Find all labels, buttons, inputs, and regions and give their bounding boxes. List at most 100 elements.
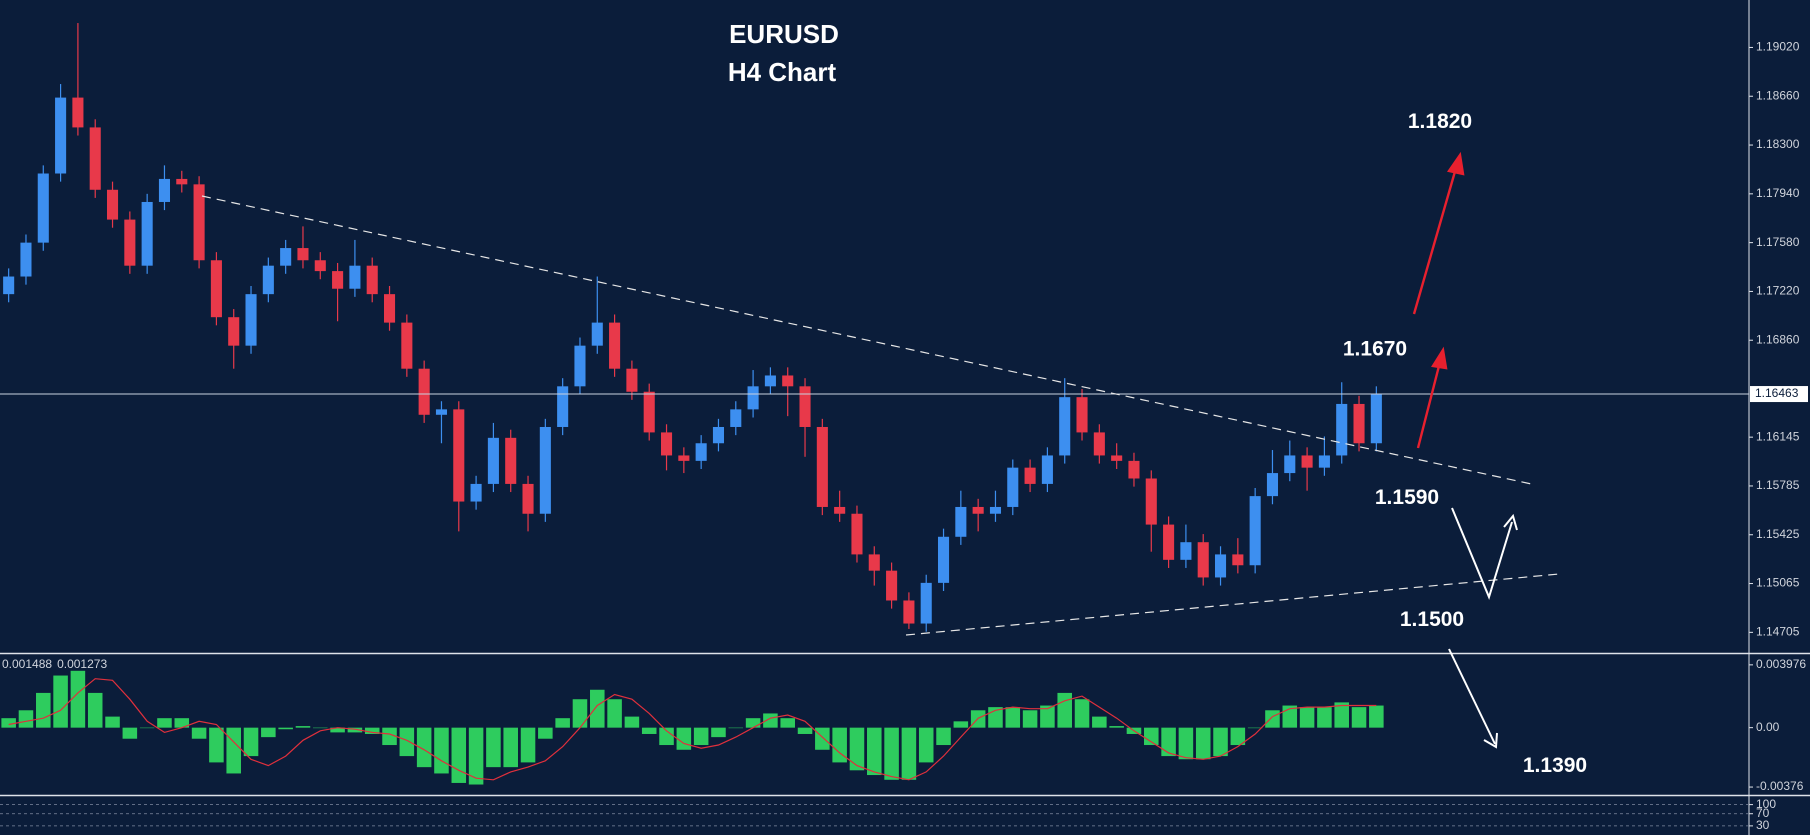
candle-body [574,345,586,387]
candle-body [609,322,621,369]
arrow-head [1483,732,1498,749]
macd-bar [1265,710,1280,728]
macd-bar [1,718,16,728]
macd-bar [70,670,86,728]
candle-body [245,294,257,346]
candle-body [591,322,603,346]
level-label: 1.1500 [1400,608,1464,631]
macd-bar [728,727,744,729]
macd-bar [1213,727,1228,757]
chart-title: EURUSD [729,19,839,49]
y-tick-label: 1.14705 [1756,625,1800,639]
arrow [1451,507,1513,600]
candle-body [141,201,153,266]
arrow [1416,361,1442,449]
candle-body [124,219,136,266]
candle-body [1145,478,1157,525]
candle-body [1197,542,1209,578]
macd-bar [953,721,969,728]
macd-bar [295,726,311,728]
y-tick-label: 1.15065 [1756,576,1800,590]
readout-value: 0.001488 [2,657,52,671]
macd-bar [815,727,830,750]
y-tick-label: 1.19020 [1756,40,1800,54]
candle-body [712,426,725,444]
signal-line [8,678,1377,781]
candle-body [1266,473,1279,497]
macd-bar [1092,716,1107,728]
macd-bar [451,727,467,783]
macd-bar [1334,702,1349,728]
y-tick-label: 1.18660 [1756,88,1800,102]
candles [3,23,1382,632]
y-tick-label: 1.16860 [1756,332,1800,346]
candle-body [470,483,482,502]
macd-bar [1144,727,1159,746]
macd-bar [555,718,570,728]
macd-bar [1351,707,1367,728]
candle-body [383,294,396,323]
macd-bar [832,727,847,763]
candle-body [366,265,378,295]
macd-bar [780,718,795,728]
readout-value: 0.001273 [57,657,107,671]
candle-body [1041,455,1053,484]
macd-bar [243,727,259,757]
macd-bar [711,727,726,738]
macd-bar [1299,707,1315,728]
macd-bar [226,727,241,774]
macd-bar [745,718,761,728]
macd-bar [901,727,917,780]
candle-body [678,455,690,461]
candle-body [3,276,15,295]
candle-body [937,536,950,583]
y-tick-label: 1.15785 [1756,478,1800,492]
candle-body [1284,455,1296,474]
candle-body [782,375,794,387]
arrow-head [1446,151,1465,176]
candle-body [297,248,309,261]
candle-body [1318,455,1330,468]
candle-body [1163,524,1175,560]
level-label: 1.1820 [1408,110,1472,133]
candle-body [539,426,551,514]
macd-bar [538,727,553,739]
macd-bar [157,718,172,728]
level-label: 1.1590 [1375,486,1439,509]
macd-bar [693,727,709,746]
macd-bar [122,727,138,739]
macd-bar [1317,707,1332,728]
macd-bar [18,710,34,728]
trend-line [905,573,1560,636]
candle-body [505,437,517,484]
candle-body [1232,554,1244,566]
y-tick-label: 1.16145 [1756,429,1800,443]
y-tick-label: 0.003976 [1756,657,1806,671]
candle-body [435,409,448,415]
candle-body [695,443,707,461]
macd-bar [1247,727,1263,729]
macd-bar [364,727,380,734]
candle-body [626,368,638,392]
macd-bar [330,727,345,733]
trend-line [201,195,1537,486]
macd-bar [1074,699,1090,728]
macd-bar [191,727,207,739]
macd-bar [1022,710,1038,728]
macd-bar [624,716,640,728]
macd-bar [641,727,657,734]
macd-bar [503,727,518,768]
macd-bar [936,727,951,746]
candle-body [314,260,326,272]
macd-bar [87,692,103,728]
macd-bar [105,716,120,728]
macd-bar [468,727,484,785]
level-label: 1.1670 [1343,337,1407,360]
chart-subtitle: H4 Chart [728,57,837,87]
candle-body [557,386,569,427]
candle-body [228,317,240,346]
candle-body [834,506,846,514]
y-tick-label: 1.17940 [1756,186,1800,200]
level-label: 1.1390 [1523,754,1587,777]
candle-body [522,483,534,514]
